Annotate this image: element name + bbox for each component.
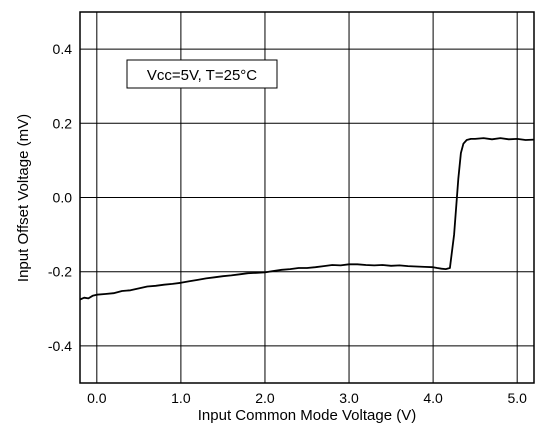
annotation-text: Vcc=5V, T=25°C: [147, 67, 257, 84]
plot-area: [79, 137, 535, 301]
y-tick-label: 0.0: [53, 190, 73, 206]
x-tick-label: 0.0: [87, 390, 107, 406]
x-tick-label: 2.0: [255, 390, 275, 406]
x-tick-label: 1.0: [171, 390, 191, 406]
offset-voltage-series-line: [79, 137, 535, 301]
y-axis-title: Input Offset Voltage (mV): [15, 114, 32, 282]
y-tick-label: -0.2: [48, 264, 72, 280]
tick-labels: 0.0 1.0 2.0 3.0 4.0 5.0 0.4 0.2 0.0 -0.2 -0.4: [48, 41, 527, 406]
y-tick-label: 0.4: [53, 41, 73, 57]
annotation-box: [126, 59, 278, 89]
y-tick-label: -0.4: [48, 338, 72, 354]
x-tick-label: 4.0: [423, 390, 443, 406]
y-tick-label: 0.2: [53, 115, 73, 131]
plot-frame: [79, 11, 535, 384]
x-tick-label: 5.0: [507, 390, 527, 406]
x-tick-label: 3.0: [339, 390, 359, 406]
x-axis-title: Input Common Mode Voltage (V): [198, 407, 416, 424]
